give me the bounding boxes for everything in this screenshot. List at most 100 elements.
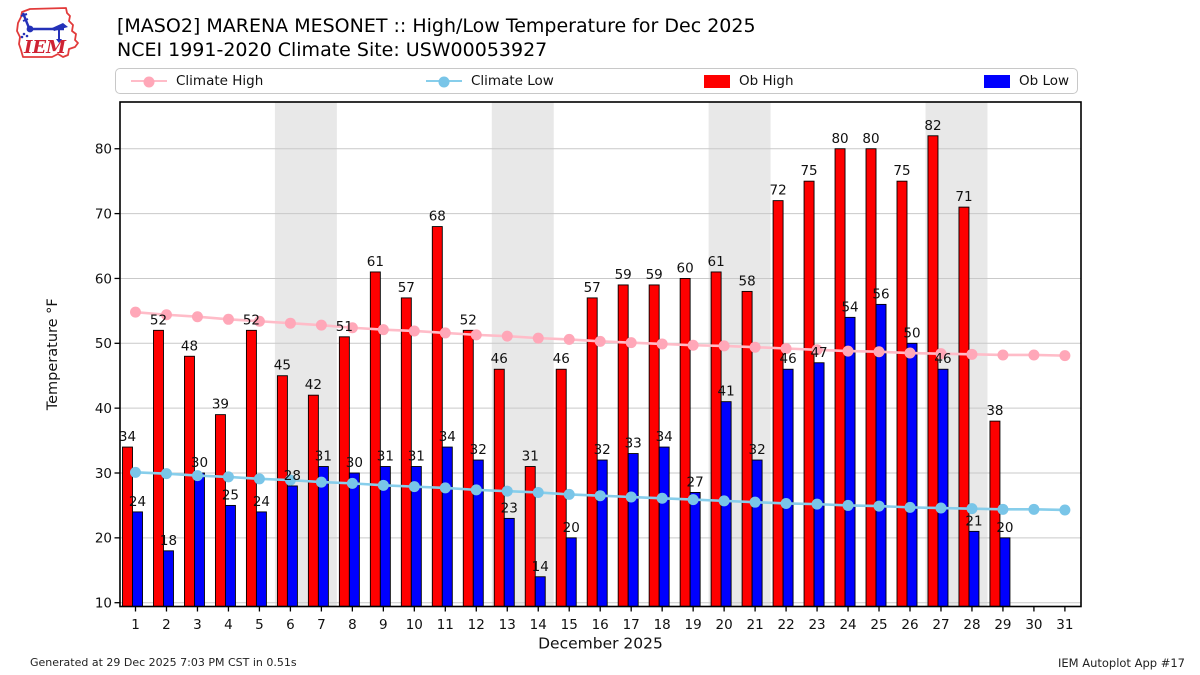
ob-low-value-label: 18 bbox=[160, 533, 177, 549]
ob-low-bar bbox=[999, 537, 1011, 607]
ob-high-value-label: 58 bbox=[739, 273, 756, 289]
ob-high-value-label: 57 bbox=[584, 280, 601, 296]
climate-low-marker bbox=[842, 499, 854, 511]
climate-high-marker bbox=[501, 330, 513, 342]
ob-high-bar bbox=[958, 206, 970, 607]
climate-low-marker bbox=[594, 490, 606, 502]
climate-high-marker bbox=[811, 344, 823, 356]
ob-low-bar bbox=[286, 485, 298, 607]
legend-label-climate-low: Climate Low bbox=[471, 73, 554, 89]
climate-high-marker bbox=[470, 329, 482, 341]
ob-low-value-label: 14 bbox=[532, 559, 549, 575]
legend-item-climate-high: Climate High bbox=[131, 69, 263, 93]
ob-low-value-label: 31 bbox=[408, 449, 425, 465]
climate-low-marker bbox=[625, 491, 637, 503]
ob-high-bar bbox=[989, 420, 1001, 607]
y-tick-label: 40 bbox=[95, 401, 112, 417]
x-tick-label: 9 bbox=[379, 617, 388, 633]
x-tick-label: 19 bbox=[685, 617, 702, 633]
x-tick-label: 11 bbox=[437, 617, 454, 633]
x-tick-label: 10 bbox=[406, 617, 423, 633]
ob-high-value-label: 52 bbox=[150, 312, 167, 328]
climate-high-marker bbox=[253, 315, 265, 327]
y-tick-label: 10 bbox=[95, 596, 112, 612]
footer-app-text: IEM Autoplot App #17 bbox=[1057, 656, 1185, 670]
ob-low-value-label: 31 bbox=[315, 449, 332, 465]
climate-low-marker bbox=[408, 481, 420, 493]
ob-low-value-label: 46 bbox=[779, 351, 796, 367]
climate-high-marker bbox=[315, 319, 327, 331]
ob-low-bar bbox=[596, 459, 608, 607]
ob-low-bar bbox=[163, 550, 174, 607]
ob-low-bar bbox=[689, 492, 701, 607]
x-tick-label: 29 bbox=[994, 617, 1011, 633]
ob-low-bar bbox=[503, 517, 515, 607]
ob-high-value-label: 57 bbox=[398, 280, 415, 296]
iem-logo: IEM bbox=[16, 7, 79, 58]
page-subtitle: NCEI 1991-2020 Climate Site: USW00053927 bbox=[117, 39, 548, 61]
ob-low-bar bbox=[534, 576, 546, 607]
ob-high-bar bbox=[927, 135, 939, 607]
y-tick-label: 20 bbox=[95, 531, 112, 547]
climate-high-marker bbox=[377, 324, 389, 336]
ob-low-bar bbox=[441, 446, 453, 607]
ob-low-value-label: 20 bbox=[996, 520, 1013, 536]
x-tick-label: 20 bbox=[716, 617, 733, 633]
climate-low-marker bbox=[377, 479, 389, 491]
ob-low-bar bbox=[472, 459, 484, 607]
y-tick-label: 80 bbox=[95, 142, 112, 158]
climate-low-marker bbox=[687, 494, 699, 506]
climate-high-marker bbox=[284, 317, 296, 329]
ob-high-value-label: 71 bbox=[955, 189, 972, 205]
ob-low-bar bbox=[782, 368, 794, 607]
x-tick-label: 15 bbox=[561, 617, 578, 633]
ob-low-bar bbox=[194, 472, 205, 607]
ob-high-value-label: 60 bbox=[677, 260, 694, 276]
climate-low-marker bbox=[1028, 503, 1040, 515]
ob-low-value-label: 32 bbox=[470, 442, 487, 458]
ob-high-value-label: 61 bbox=[367, 254, 384, 270]
ob-high-bar bbox=[710, 271, 722, 607]
footer-generated-text: Generated at 29 Dec 2025 7:03 PM CST in … bbox=[30, 656, 297, 669]
climate-low-marker bbox=[470, 484, 482, 496]
ob-high-bar bbox=[184, 355, 195, 607]
ob-high-bar bbox=[214, 414, 226, 607]
climate-high-marker bbox=[408, 325, 420, 337]
x-tick-label: 26 bbox=[901, 617, 918, 633]
ob-low-bar bbox=[255, 511, 267, 607]
climate-high-marker bbox=[749, 341, 761, 353]
legend-label-climate-high: Climate High bbox=[176, 73, 264, 89]
climate-high-marker bbox=[935, 348, 947, 360]
x-tick-label: 27 bbox=[932, 617, 949, 633]
ob-low-bar bbox=[627, 453, 639, 607]
ob-low-value-label: 33 bbox=[625, 436, 642, 452]
y-axis-title: Temperature °F bbox=[45, 298, 61, 411]
climate-low-marker bbox=[1059, 504, 1071, 516]
legend-item-ob-high: Ob High bbox=[704, 69, 794, 93]
ob-high-value-label: 75 bbox=[893, 163, 910, 179]
ob-high-value-label: 80 bbox=[862, 131, 879, 147]
x-tick-label: 16 bbox=[592, 617, 609, 633]
ob-high-value-label: 80 bbox=[831, 131, 848, 147]
climate-low-marker bbox=[284, 474, 296, 486]
ob-low-value-label: 41 bbox=[718, 384, 735, 400]
climate-high-marker bbox=[222, 313, 234, 325]
ob-low-value-label: 32 bbox=[594, 442, 611, 458]
ob-high-value-label: 72 bbox=[769, 183, 786, 199]
climate-low-marker bbox=[718, 495, 730, 507]
ob-low-bar bbox=[906, 342, 918, 607]
ob-low-bar bbox=[658, 446, 670, 607]
x-tick-label: 18 bbox=[654, 617, 671, 633]
ob-low-bar bbox=[565, 537, 577, 607]
ob-high-bar bbox=[493, 368, 505, 607]
ob-high-value-label: 38 bbox=[986, 403, 1003, 419]
x-tick-label: 30 bbox=[1025, 617, 1042, 633]
x-tick-label: 2 bbox=[162, 617, 171, 633]
legend-marker-ob-high bbox=[704, 74, 730, 88]
climate-low-marker bbox=[873, 500, 885, 512]
ob-high-value-label: 52 bbox=[460, 312, 477, 328]
ob-high-bar bbox=[245, 329, 257, 607]
y-tick-label: 70 bbox=[95, 206, 112, 222]
ob-low-value-label: 47 bbox=[810, 345, 827, 361]
